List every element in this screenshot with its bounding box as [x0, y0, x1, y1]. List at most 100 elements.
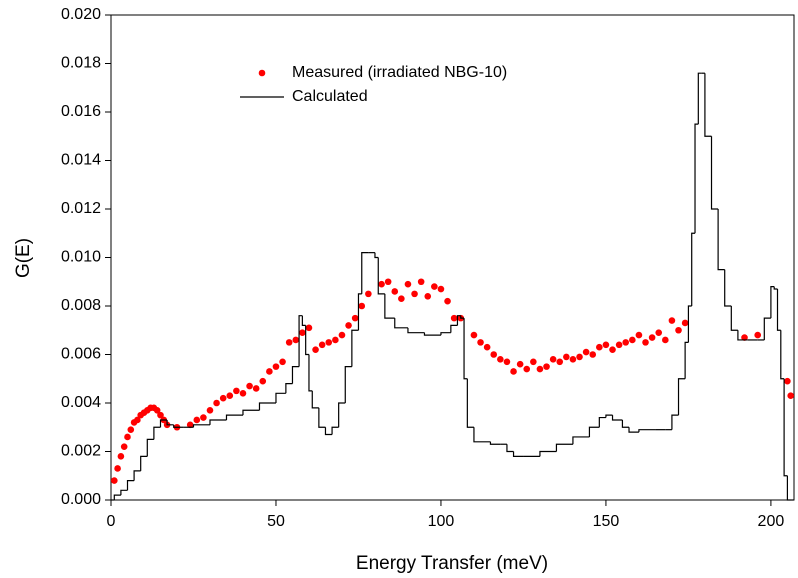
- y-tick-label: 0.000: [61, 491, 101, 508]
- measured-point: [193, 416, 201, 424]
- calculated-step: [763, 317, 771, 340]
- measured-point: [120, 443, 128, 450]
- measured-point: [470, 331, 478, 339]
- measured-point: [417, 278, 425, 286]
- calculated-step: [473, 427, 491, 443]
- measured-point: [157, 411, 164, 419]
- measured-point: [615, 341, 623, 349]
- x-tick-label: 150: [593, 513, 620, 530]
- calculated-step: [539, 450, 557, 457]
- measured-point: [285, 339, 293, 346]
- measured-point: [206, 406, 214, 414]
- measured-point: [338, 331, 346, 339]
- calculated-step: [338, 402, 346, 428]
- x-tick-label: 50: [267, 513, 285, 530]
- y-tick-label: 0.012: [61, 200, 101, 217]
- measured-point: [226, 392, 234, 400]
- measured-point: [318, 341, 326, 349]
- calculated-step: [305, 325, 309, 356]
- measured-point: [378, 280, 385, 288]
- measured-point: [279, 358, 286, 366]
- measured-point: [648, 334, 656, 341]
- calculated-step: [628, 427, 639, 433]
- y-tick-label: 0.014: [61, 152, 101, 169]
- calculated-step: [423, 332, 441, 336]
- calculated-step: [298, 315, 303, 367]
- measured-point: [292, 336, 300, 344]
- y-tick-label: 0.010: [61, 249, 101, 266]
- measured-point: [784, 377, 791, 385]
- calculated-step: [450, 324, 458, 333]
- measured-point: [642, 339, 649, 346]
- measured-point: [662, 336, 669, 344]
- calculated-step: [776, 289, 781, 331]
- measured-point: [219, 394, 227, 402]
- measured-point: [675, 326, 682, 334]
- measured-point: [629, 336, 636, 344]
- calculated-step: [786, 475, 791, 501]
- calculated-step: [697, 72, 702, 125]
- measured-point: [153, 406, 161, 414]
- calculated-step: [407, 327, 425, 334]
- measured-point: [497, 356, 504, 363]
- calculated-step: [691, 232, 696, 306]
- calculated-step: [694, 123, 699, 234]
- calculated-step: [140, 455, 148, 471]
- measured-point: [477, 339, 484, 346]
- calculated-step: [780, 330, 785, 380]
- calculated-step: [730, 306, 738, 331]
- measured-point: [345, 322, 352, 329]
- y-tick-label: 0.002: [61, 443, 101, 460]
- measured-point: [437, 285, 445, 293]
- calculated-step: [384, 293, 395, 319]
- calculated-step: [242, 409, 260, 416]
- calculated-step: [126, 480, 135, 491]
- calculated-step: [460, 315, 465, 319]
- measured-point: [563, 353, 570, 361]
- measured-point: [117, 453, 125, 460]
- calculated-step: [301, 315, 306, 326]
- measured-point: [233, 387, 240, 395]
- calculated-step: [489, 441, 501, 445]
- calculated-step: [710, 136, 719, 210]
- measured-point: [246, 382, 253, 390]
- measured-point: [124, 433, 131, 441]
- measured-point: [787, 392, 795, 400]
- calculated-step: [209, 419, 227, 425]
- calculated-step: [555, 443, 573, 452]
- calculated-step: [153, 426, 161, 440]
- measured-point: [596, 343, 603, 351]
- calculated-step: [605, 414, 613, 418]
- measured-point: [490, 351, 498, 358]
- measured-point: [411, 290, 418, 298]
- measured-point: [582, 348, 590, 356]
- measured-point: [569, 356, 577, 363]
- measured-point: [305, 324, 313, 332]
- calculated-step: [770, 286, 775, 319]
- calculated-step: [120, 489, 128, 496]
- calculated-step: [598, 416, 606, 428]
- measured-point: [325, 339, 333, 346]
- measured-point: [655, 329, 663, 336]
- calculated-step: [318, 407, 326, 428]
- measured-point: [252, 385, 260, 392]
- measured-point: [543, 363, 550, 370]
- calculated-step: [611, 415, 623, 421]
- calculated-step: [285, 383, 293, 394]
- calculated-step: [192, 424, 210, 428]
- measured-point: [530, 358, 537, 366]
- calculated-step: [588, 426, 600, 437]
- legend-marker: [258, 69, 266, 77]
- calculated-step: [783, 378, 788, 477]
- y-tick-label: 0.008: [61, 297, 101, 314]
- measured-point: [213, 399, 220, 407]
- measured-point: [404, 280, 412, 288]
- y-tick-label: 0.018: [61, 55, 101, 72]
- measured-point: [365, 290, 372, 298]
- calculated-step: [638, 429, 656, 433]
- calculated-step: [737, 330, 748, 341]
- measured-point: [272, 363, 280, 370]
- calculated-step: [466, 378, 474, 428]
- measured-point: [444, 297, 451, 305]
- measured-point: [259, 377, 267, 385]
